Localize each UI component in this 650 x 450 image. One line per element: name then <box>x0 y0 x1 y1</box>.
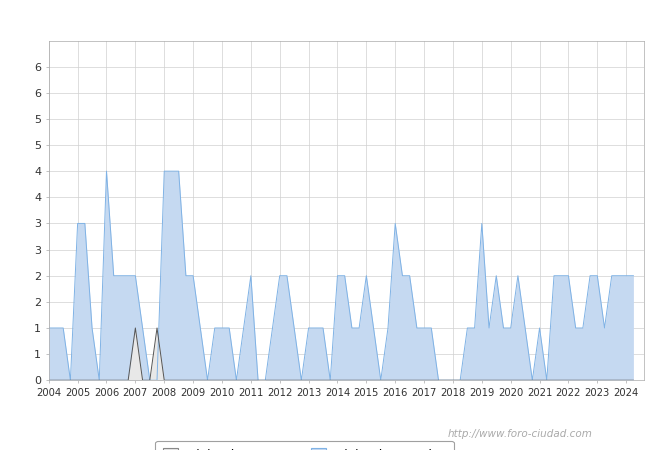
Text: Destriana - Evolucion del Nº de Transacciones Inmobiliarias: Destriana - Evolucion del Nº de Transacc… <box>79 11 571 26</box>
Legend: Viviendas Nuevas, Viviendas Usadas: Viviendas Nuevas, Viviendas Usadas <box>155 441 454 450</box>
Text: http://www.foro-ciudad.com: http://www.foro-ciudad.com <box>448 429 592 439</box>
